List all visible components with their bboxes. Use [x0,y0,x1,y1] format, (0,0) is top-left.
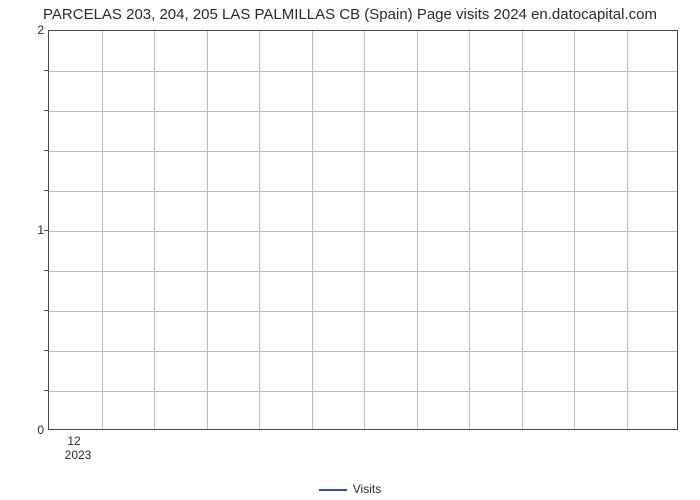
y-minor-tick [44,230,48,231]
hgrid-line [49,351,677,352]
plot-area [48,30,678,430]
legend: Visits [0,482,700,496]
vgrid-line [207,31,208,429]
hgrid-line [49,391,677,392]
y-tick-2: 2 [28,23,44,37]
vgrid-line [364,31,365,429]
vgrid-line [627,31,628,429]
hgrid-line [49,231,677,232]
vgrid-line [469,31,470,429]
x-tick-12: 12 [67,434,80,448]
y-minor-tick [44,390,48,391]
x-year-label: 2023 [65,448,92,462]
vgrid-line [312,31,313,429]
y-tick-1: 1 [28,223,44,237]
hgrid-line [49,311,677,312]
hgrid-line [49,111,677,112]
y-minor-tick [44,150,48,151]
legend-line-icon [319,489,347,491]
hgrid-line [49,151,677,152]
vgrid-line [574,31,575,429]
hgrid-line [49,191,677,192]
y-minor-tick [44,110,48,111]
vgrid-line [417,31,418,429]
vgrid-line [522,31,523,429]
y-minor-tick [44,190,48,191]
vgrid-line [154,31,155,429]
hgrid-line [49,71,677,72]
y-minor-tick [44,270,48,271]
y-tick-0: 0 [28,423,44,437]
vgrid-line [102,31,103,429]
y-minor-tick [44,310,48,311]
vgrid-line [259,31,260,429]
y-minor-tick [44,70,48,71]
chart-title: PARCELAS 203, 204, 205 LAS PALMILLAS CB … [0,6,700,23]
y-minor-tick [44,350,48,351]
hgrid-line [49,271,677,272]
legend-label: Visits [353,482,381,496]
